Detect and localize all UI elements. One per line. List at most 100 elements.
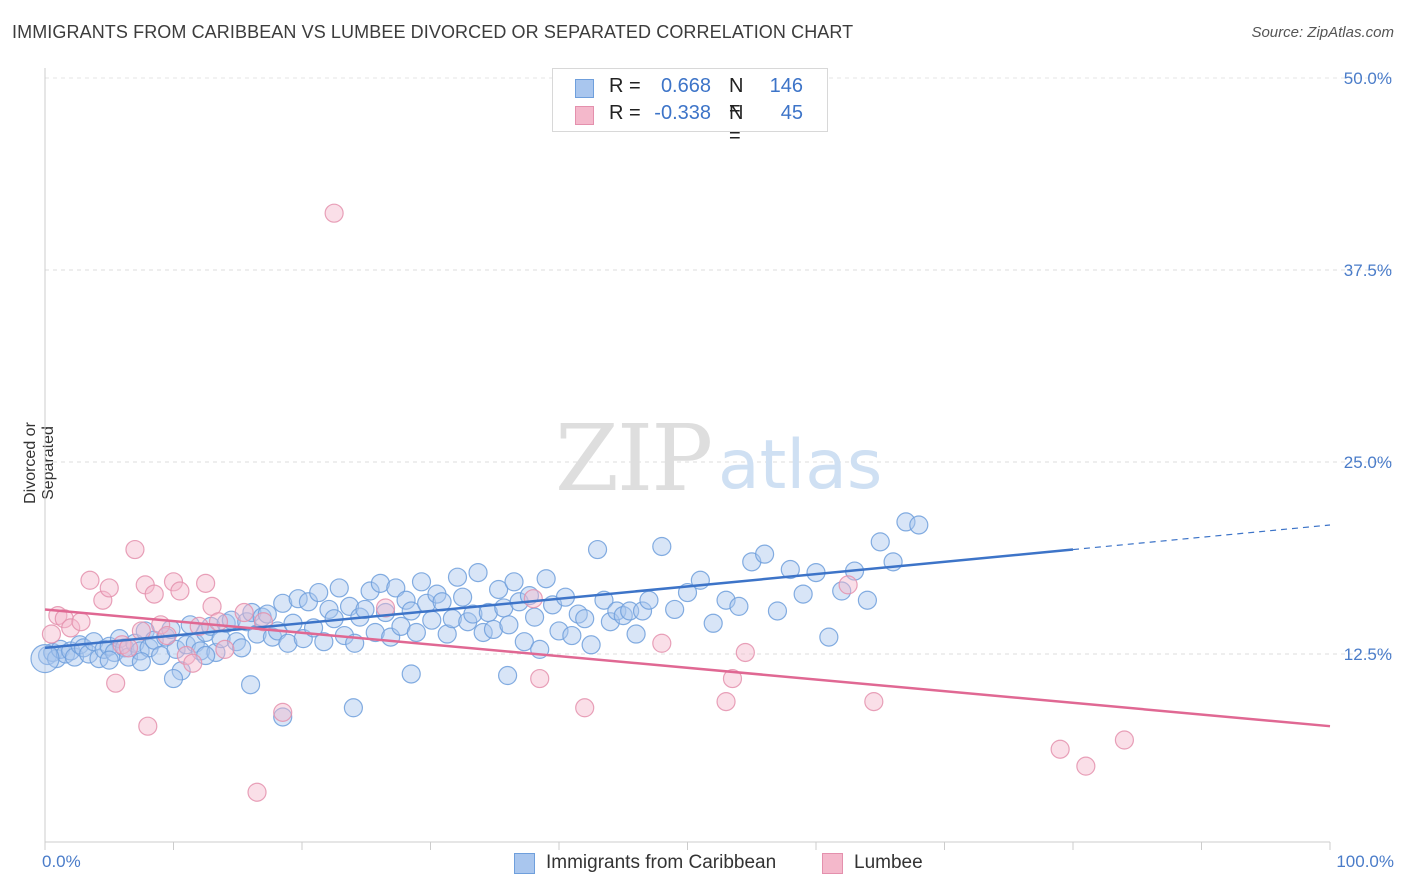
caribbean-point (370, 573, 390, 593)
lumbee-point (652, 633, 672, 653)
trend-lines (44, 524, 1331, 728)
correlation-legend: R = 0.668 N = 146 R = -0.338 N = 45 (552, 68, 828, 147)
caribbean-point (422, 610, 442, 630)
lumbee-point (170, 581, 190, 601)
caribbean-point (99, 650, 119, 670)
caribbean-point (819, 627, 839, 647)
lumbee-point (273, 702, 293, 722)
caribbean-point (273, 707, 293, 727)
caribbean-point (468, 562, 488, 583)
lumbee-point (575, 698, 595, 718)
y-tick-label: 25.0% (1344, 453, 1392, 472)
lumbee-point (375, 598, 396, 618)
caribbean-point (549, 621, 569, 641)
watermark-zip: ZIP (555, 405, 711, 512)
caribbean-point (211, 629, 231, 649)
caribbean-point (386, 578, 406, 598)
caribbean-point (581, 635, 601, 655)
gridlines (45, 77, 1392, 655)
legend-r-label: R = (609, 102, 641, 124)
caribbean-point (30, 644, 60, 674)
y-tick-labels: 12.5% 25.0% 37.5% 50.0% (1344, 69, 1392, 664)
legend-swatch-caribbean (514, 853, 535, 874)
caribbean-point (575, 609, 595, 629)
caribbean-point (729, 596, 749, 616)
caribbean-point (639, 590, 659, 610)
legend-swatch-pink (575, 106, 594, 125)
caribbean-point (498, 665, 518, 686)
lumbee-point (208, 612, 229, 632)
lumbee-point (183, 653, 203, 673)
caribbean-point (562, 625, 582, 646)
legend-label-lumbee: Lumbee (854, 852, 923, 873)
legend-label-caribbean: Immigrants from Caribbean (546, 852, 777, 873)
caribbean-point (171, 661, 191, 681)
caribbean-point (365, 622, 385, 643)
lumbee-point (838, 575, 858, 595)
caribbean-point (343, 698, 363, 718)
caribbean-point (463, 604, 483, 624)
caribbean-point (79, 644, 99, 664)
lumbee-point (716, 692, 736, 712)
caribbean-point (499, 615, 519, 635)
caribbean-point (632, 601, 653, 621)
lumbee-point (131, 621, 151, 641)
caribbean-trend-extension (1072, 524, 1331, 551)
caribbean-point (514, 632, 534, 652)
caribbean-point (626, 624, 646, 644)
watermark-atlas: atlas (718, 426, 882, 505)
caribbean-point (314, 632, 334, 652)
caribbean-point (406, 622, 426, 643)
lumbee-points (41, 203, 1135, 802)
lumbee-point (324, 203, 344, 223)
legend-swatch-blue (575, 79, 594, 98)
legend-r-value: -0.338 (654, 102, 711, 124)
legend-n-value: 146 (769, 75, 803, 97)
lumbee-point (1076, 756, 1096, 776)
y-tick-label: 37.5% (1344, 261, 1392, 280)
caribbean-point (767, 601, 788, 621)
caribbean-point (226, 632, 247, 652)
lumbee-point (138, 716, 158, 736)
caribbean-point (442, 609, 462, 629)
caribbean-point (166, 639, 186, 659)
lumbee-point (1114, 730, 1135, 750)
y-tick-label: 50.0% (1344, 69, 1392, 88)
lumbee-point (1050, 739, 1070, 759)
caribbean-trend-line (44, 548, 1074, 650)
caribbean-point (329, 578, 349, 598)
caribbean-point (375, 602, 396, 623)
lumbee-point (41, 624, 62, 644)
caribbean-point (793, 584, 813, 604)
legend-n-label: N = (729, 75, 744, 120)
caribbean-points (30, 512, 929, 727)
caribbean-point (241, 675, 261, 695)
chart-title: IMMIGRANTS FROM CARIBBEAN VS LUMBEE DIVO… (12, 22, 854, 42)
y-tick-label: 12.5% (1344, 645, 1392, 664)
caribbean-point (232, 638, 252, 658)
legend-r-label: R = (609, 75, 641, 97)
lumbee-point (215, 639, 235, 659)
lumbee-point (99, 578, 119, 598)
caribbean-point (411, 572, 432, 592)
source-label: Source: ZipAtlas.com (1251, 24, 1394, 41)
legend-r-value: 0.668 (660, 75, 711, 97)
lumbee-point (523, 589, 543, 609)
caribbean-point (524, 607, 545, 627)
legend-n-value: 45 (780, 102, 803, 124)
caribbean-point (857, 590, 878, 610)
caribbean-point (587, 539, 608, 560)
lumbee-point (735, 642, 755, 663)
lumbee-point (864, 692, 884, 712)
x-tick-label-max: 100.0% (1336, 852, 1394, 871)
lumbee-point (722, 668, 743, 689)
caribbean-point (131, 652, 151, 672)
caribbean-point (163, 668, 184, 689)
caribbean-point (216, 613, 236, 633)
axes (44, 68, 1331, 850)
caribbean-point (278, 633, 298, 653)
lumbee-point (125, 539, 145, 560)
lumbee-point (93, 590, 113, 610)
lumbee-point (530, 668, 550, 689)
